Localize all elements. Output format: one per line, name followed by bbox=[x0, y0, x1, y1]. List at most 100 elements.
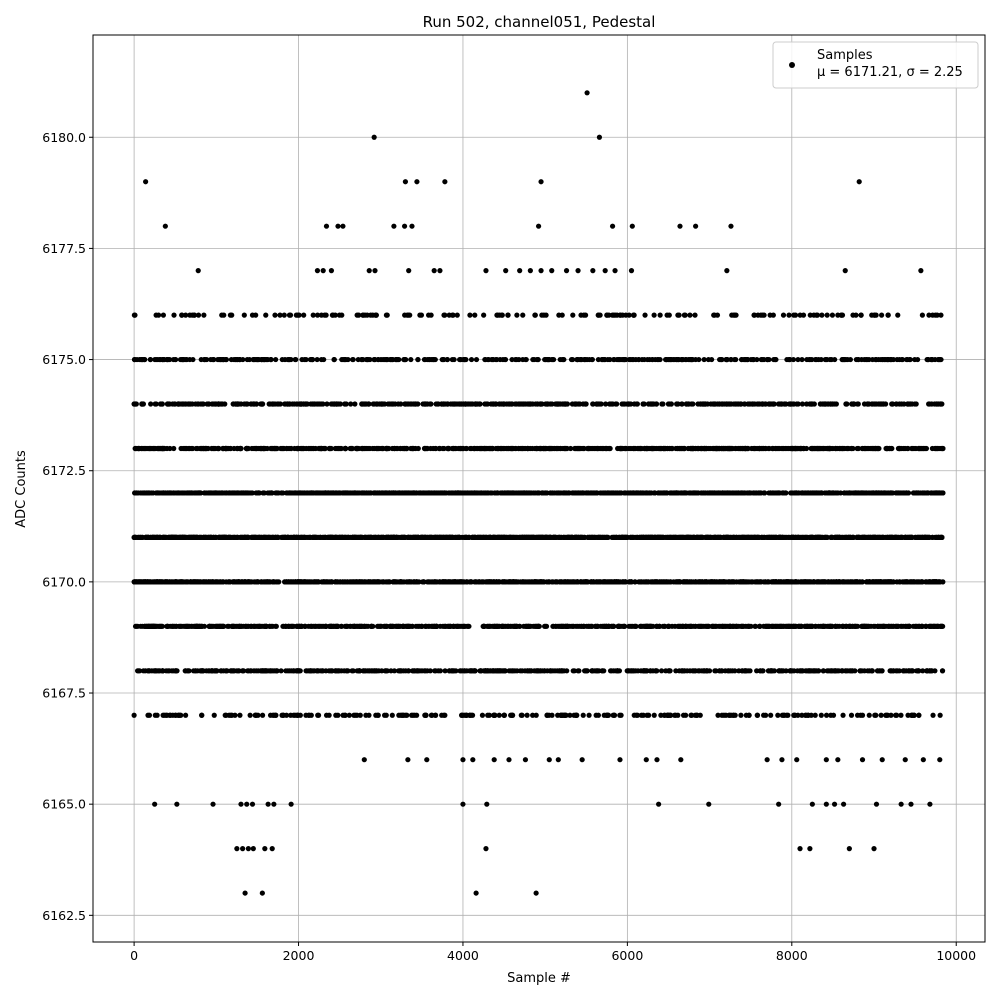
data-point bbox=[817, 534, 823, 541]
data-point bbox=[546, 757, 552, 763]
data-point bbox=[251, 401, 257, 407]
data-point bbox=[350, 356, 356, 363]
data-point bbox=[227, 312, 234, 318]
data-point bbox=[613, 401, 619, 407]
data-point bbox=[391, 445, 397, 452]
data-point bbox=[484, 801, 490, 807]
data-point bbox=[850, 312, 856, 318]
data-point bbox=[938, 534, 944, 541]
data-point bbox=[568, 534, 575, 541]
data-point bbox=[412, 401, 418, 407]
data-point bbox=[183, 312, 189, 318]
data-point bbox=[556, 312, 562, 318]
data-point bbox=[764, 356, 770, 363]
data-point bbox=[738, 490, 744, 496]
data-point bbox=[636, 534, 642, 541]
data-point bbox=[682, 312, 688, 318]
data-point bbox=[348, 401, 354, 407]
data-point bbox=[482, 356, 489, 363]
data-point bbox=[274, 401, 280, 407]
data-point bbox=[245, 534, 251, 541]
data-point bbox=[469, 490, 475, 496]
data-point bbox=[262, 846, 268, 852]
data-point bbox=[179, 312, 185, 318]
data-point bbox=[295, 312, 301, 318]
data-point bbox=[739, 534, 745, 541]
data-point bbox=[708, 534, 714, 541]
data-point bbox=[834, 445, 840, 452]
data-point bbox=[654, 356, 661, 363]
data-point bbox=[245, 846, 251, 852]
data-point bbox=[320, 268, 326, 274]
data-point bbox=[368, 490, 374, 496]
data-point bbox=[441, 534, 447, 541]
data-point bbox=[200, 401, 206, 407]
data-point bbox=[713, 445, 720, 452]
data-point bbox=[204, 401, 210, 407]
data-point bbox=[570, 356, 576, 363]
data-point bbox=[472, 312, 478, 318]
data-point bbox=[678, 757, 684, 763]
data-point bbox=[462, 401, 469, 407]
data-point bbox=[379, 445, 385, 452]
data-point bbox=[917, 445, 923, 452]
data-point bbox=[340, 223, 346, 229]
data-point bbox=[407, 312, 413, 318]
data-point bbox=[762, 445, 768, 452]
data-point bbox=[132, 534, 138, 541]
data-point bbox=[879, 757, 885, 763]
data-point bbox=[895, 490, 901, 496]
data-point bbox=[402, 312, 408, 318]
data-point bbox=[314, 401, 320, 407]
data-point bbox=[561, 401, 568, 407]
data-point bbox=[846, 846, 852, 852]
data-point bbox=[311, 534, 318, 541]
data-point bbox=[756, 490, 762, 496]
data-point bbox=[577, 490, 583, 496]
data-point bbox=[861, 356, 867, 363]
data-point bbox=[441, 312, 447, 318]
data-point bbox=[372, 490, 379, 496]
data-point bbox=[201, 445, 207, 452]
data-point bbox=[757, 445, 763, 452]
data-point bbox=[687, 312, 693, 318]
data-point bbox=[714, 401, 721, 407]
data-point bbox=[294, 401, 300, 407]
data-point bbox=[298, 401, 304, 407]
data-point bbox=[397, 445, 403, 452]
data-point bbox=[177, 356, 184, 363]
data-point bbox=[342, 490, 348, 496]
data-point bbox=[804, 356, 810, 363]
data-point bbox=[799, 490, 805, 496]
data-point bbox=[914, 356, 921, 363]
data-point bbox=[901, 401, 907, 407]
data-point bbox=[147, 356, 153, 363]
data-point bbox=[164, 356, 171, 363]
data-point bbox=[317, 534, 323, 541]
data-point bbox=[544, 401, 551, 407]
data-point bbox=[551, 356, 557, 363]
data-point bbox=[749, 401, 755, 407]
data-point bbox=[581, 312, 587, 318]
data-point bbox=[606, 401, 613, 407]
data-point bbox=[869, 312, 875, 318]
data-point bbox=[497, 356, 503, 363]
data-point bbox=[560, 356, 566, 363]
data-point bbox=[873, 401, 879, 407]
data-point bbox=[797, 312, 803, 318]
data-point bbox=[734, 534, 740, 541]
data-point bbox=[261, 356, 267, 363]
data-point bbox=[873, 801, 880, 807]
data-point bbox=[847, 356, 854, 363]
data-point bbox=[593, 401, 600, 407]
data-point bbox=[373, 445, 380, 452]
data-point bbox=[786, 445, 792, 452]
data-point bbox=[472, 534, 478, 541]
data-point bbox=[170, 356, 177, 363]
data-point bbox=[160, 312, 166, 318]
data-point bbox=[513, 445, 519, 452]
data-point bbox=[215, 401, 222, 407]
data-point bbox=[477, 534, 483, 541]
data-point bbox=[424, 757, 430, 763]
